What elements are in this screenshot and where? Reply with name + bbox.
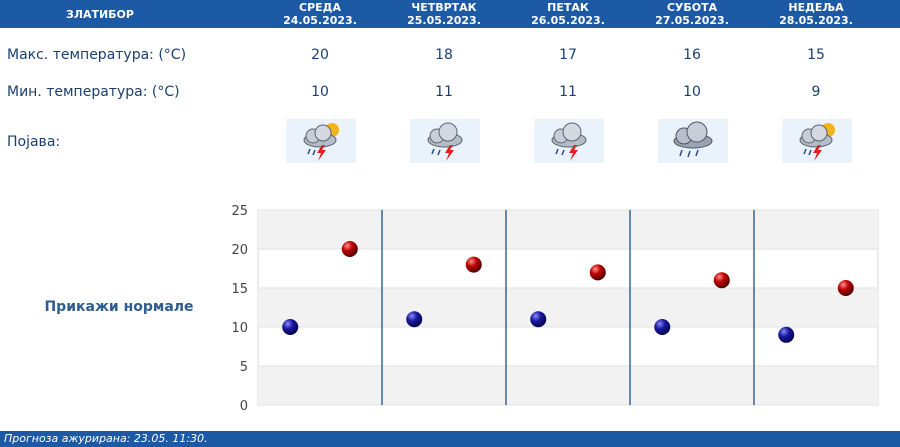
min-temp-point: [654, 319, 671, 335]
min-temp-point: [406, 311, 423, 328]
min-temp-value: 10: [683, 84, 701, 100]
cloud-thunder-rain-icon: [410, 119, 480, 163]
min-temp-value: 11: [559, 84, 577, 100]
y-tick-label: 15: [231, 282, 248, 297]
day-header: НЕДЕЉА 28.05.2023.: [754, 0, 878, 29]
min-temp-label: Мин. температура: (°C): [7, 84, 180, 100]
min-temp-value: 11: [435, 84, 453, 100]
day-name: НЕДЕЉА: [788, 1, 844, 14]
day-name: ЧЕТВРТАК: [411, 1, 477, 14]
location-name: ЗЛАТИБОР: [66, 7, 134, 21]
y-tick-label: 25: [231, 204, 248, 219]
day-name: СРЕДА: [299, 1, 341, 14]
max-temp-point: [837, 280, 854, 296]
min-temp-point: [530, 311, 547, 328]
cloud-rain-icon: [658, 119, 728, 163]
min-temp-value: 9: [811, 84, 821, 100]
day-date: 28.05.2023.: [779, 14, 853, 27]
max-temp-value: 20: [311, 47, 329, 63]
min-temp-value: 10: [311, 84, 329, 100]
phenomenon-label: Појава:: [7, 134, 61, 150]
max-temp-point: [465, 256, 482, 273]
day-header: СРЕДА 24.05.2023.: [258, 0, 382, 29]
max-temp-point: [589, 264, 606, 281]
max-temp-value: 15: [807, 47, 825, 63]
min-temp-point: [282, 319, 299, 335]
y-tick-label: 20: [231, 243, 248, 258]
grid-band: [258, 288, 878, 327]
sun-cloud-thunder-rain-icon: [782, 119, 852, 163]
day-date: 24.05.2023.: [283, 14, 357, 27]
cloud-thunder-rain-icon: [534, 119, 604, 163]
max-temp-value: 16: [683, 47, 701, 63]
grid-band: [258, 210, 878, 249]
max-temp-point: [713, 272, 730, 289]
y-tick-label: 5: [240, 360, 248, 375]
temperature-chart: 0 5 10 15 20 25: [231, 204, 879, 414]
day-header: ЧЕТВРТАК 25.05.2023.: [382, 0, 506, 29]
y-tick-label: 0: [240, 399, 248, 414]
day-header: СУБОТА 27.05.2023.: [630, 0, 754, 29]
max-temp-point: [341, 241, 358, 257]
grid-band: [258, 366, 878, 405]
day-name: ПЕТАК: [547, 1, 589, 14]
forecast-header: ЗЛАТИБОР СРЕДА 24.05.2023. ЧЕТВРТАК 25.0…: [0, 0, 900, 28]
max-temp-value: 17: [559, 47, 577, 63]
day-name: СУБОТА: [666, 1, 718, 14]
sun-cloud-thunder-rain-icon: [286, 119, 356, 163]
y-tick-label: 10: [231, 321, 248, 336]
max-temp-value: 18: [435, 47, 453, 63]
min-temp-point: [778, 326, 795, 343]
forecast-updated: Прогноза ажурирана: 23.05. 11:30.: [0, 431, 900, 447]
show-normals-link[interactable]: Прикажи нормале: [44, 299, 194, 315]
day-header: ПЕТАК 26.05.2023.: [506, 0, 630, 29]
max-temp-label: Макс. температура: (°C): [7, 47, 187, 63]
day-date: 27.05.2023.: [655, 14, 729, 27]
day-date: 25.05.2023.: [407, 14, 481, 27]
day-date: 26.05.2023.: [531, 14, 605, 27]
